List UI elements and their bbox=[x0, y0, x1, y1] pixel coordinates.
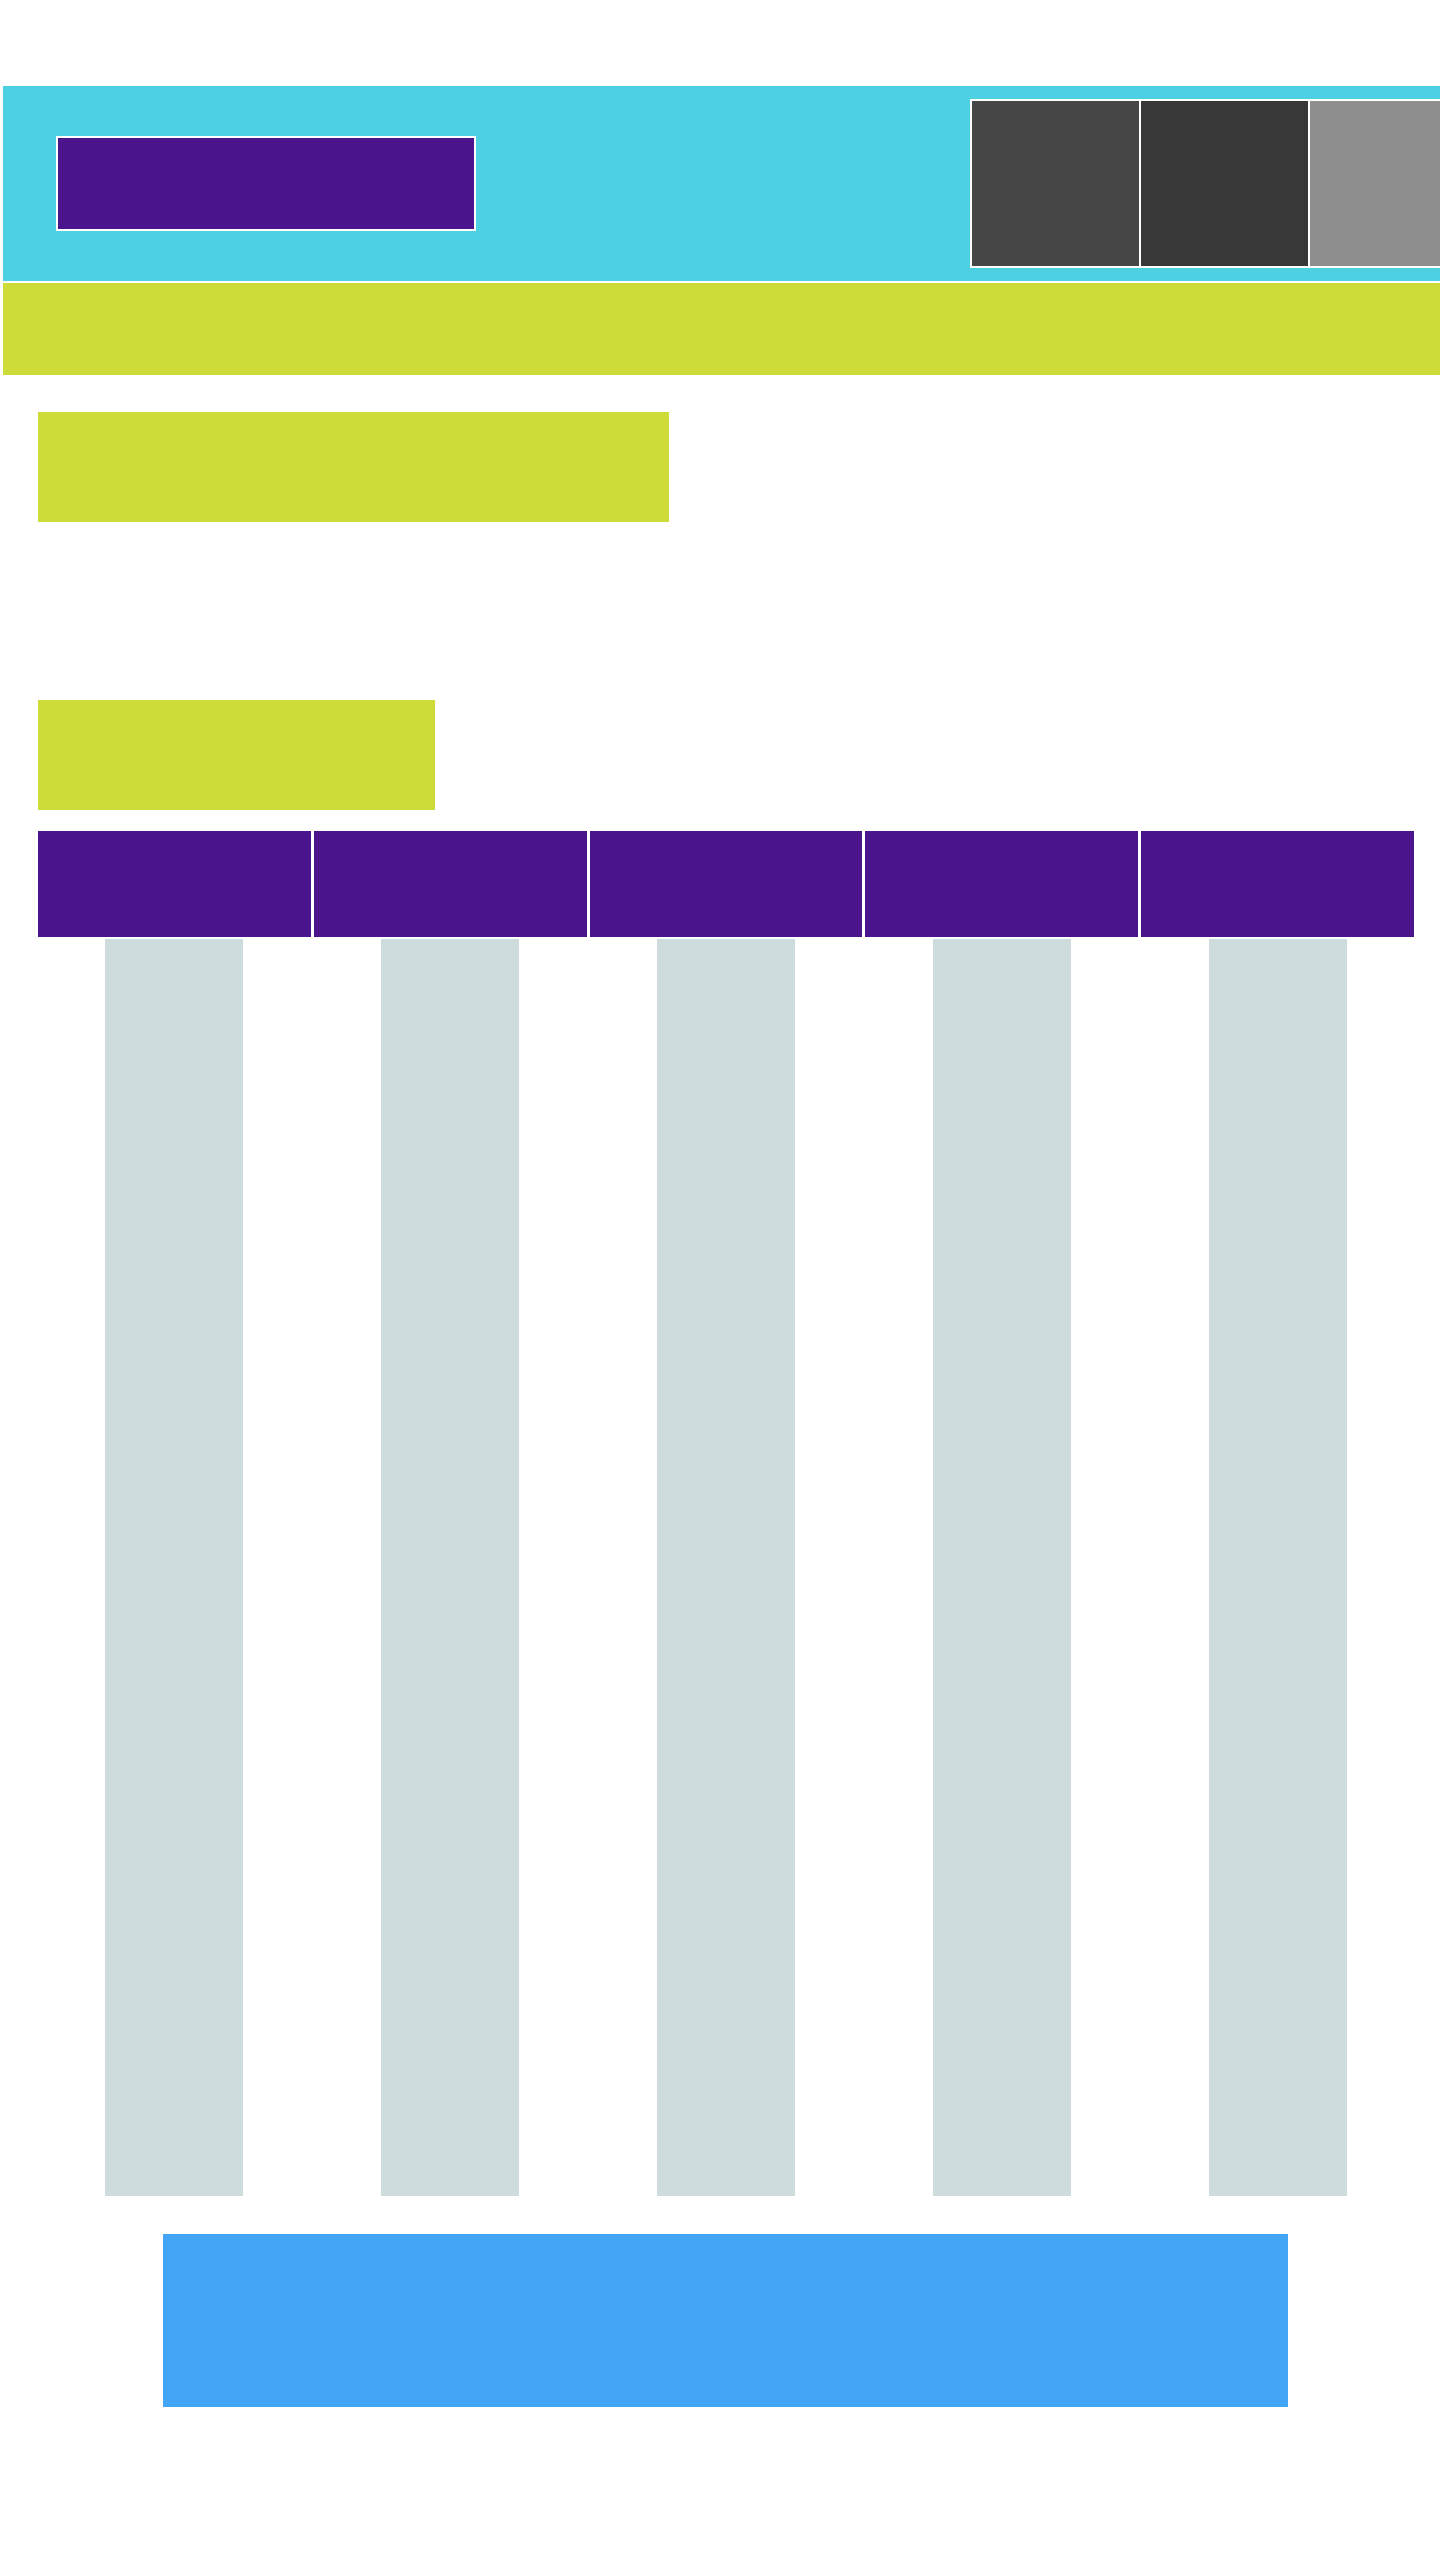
table-header-row bbox=[38, 831, 1414, 937]
table-column-3 bbox=[657, 939, 795, 2196]
logo[interactable] bbox=[56, 136, 476, 231]
table-header-cell-1[interactable] bbox=[38, 831, 314, 937]
nav-bar[interactable] bbox=[3, 283, 1440, 375]
header-tile-3[interactable] bbox=[1308, 99, 1440, 268]
table-column-5 bbox=[1209, 939, 1347, 2196]
section-heading-secondary bbox=[38, 700, 435, 810]
table-header-cell-3[interactable] bbox=[589, 831, 866, 937]
table-header-cell-4[interactable] bbox=[865, 831, 1142, 937]
table-column-1 bbox=[105, 939, 243, 2196]
section-heading-primary bbox=[38, 412, 669, 522]
header-tile-2[interactable] bbox=[1139, 99, 1310, 268]
header-tile-1[interactable] bbox=[970, 99, 1141, 268]
table-header-cell-2[interactable] bbox=[313, 831, 590, 937]
table-header-cell-5[interactable] bbox=[1141, 831, 1414, 937]
table-column-4 bbox=[933, 939, 1071, 2196]
cta-button[interactable] bbox=[163, 2234, 1288, 2407]
table-column-2 bbox=[381, 939, 519, 2196]
